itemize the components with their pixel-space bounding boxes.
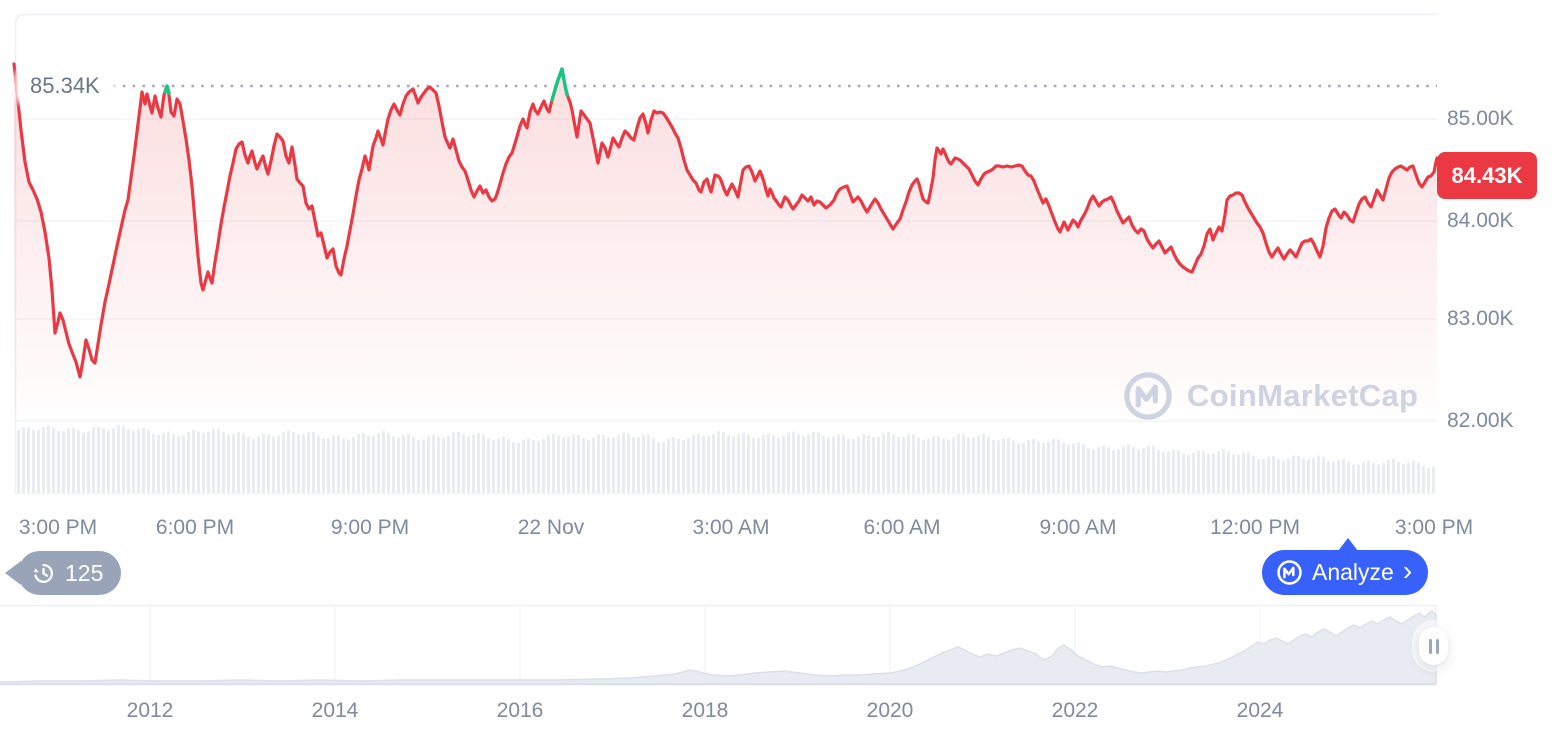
x-axis-label: 3:00 PM [1394, 516, 1474, 539]
high-watermark-label: 85.34K [18, 71, 112, 102]
history-badge[interactable]: 125 [18, 551, 122, 595]
y-axis-label: 84.00K [1447, 209, 1514, 232]
price-line [12, 62, 1439, 379]
year-label: 2016 [496, 699, 544, 722]
range-selector-handle[interactable] [1419, 627, 1448, 665]
x-axis-label: 6:00 AM [863, 516, 941, 539]
analyze-button-pointer [1338, 538, 1358, 551]
year-label: 2022 [1051, 699, 1099, 722]
x-axis-label: 22 Nov [517, 516, 585, 539]
coinmarketcap-logo-icon [1122, 370, 1174, 422]
x-axis-label: 3:00 PM [18, 516, 98, 539]
year-label: 2012 [126, 699, 174, 722]
handle-grip-bar [1435, 638, 1439, 654]
range-selector-track[interactable] [0, 604, 1437, 685]
analyze-label: Analyze [1312, 559, 1394, 585]
y-axis-label: 85.00K [1447, 107, 1514, 130]
chevron-right-icon: › [1402, 555, 1413, 586]
coinmarketcap-watermark: CoinMarketCap [1122, 370, 1418, 422]
y-axis-label: 83.00K [1447, 307, 1514, 330]
current-price-badge: 84.43K [1437, 152, 1537, 199]
x-axis-label: 12:00 PM [1210, 516, 1300, 539]
chart-panel-border [14, 13, 1437, 493]
y-axis-label: 82.00K [1447, 409, 1514, 432]
new-high-green-segments [163, 67, 569, 102]
year-label: 2018 [681, 699, 729, 722]
year-label: 2020 [866, 699, 914, 722]
history-badge-pointer [5, 561, 21, 585]
year-label: 2024 [1236, 699, 1284, 722]
year-label: 2014 [311, 699, 359, 722]
watermark-text: CoinMarketCap [1187, 378, 1419, 413]
analyze-button[interactable]: Analyze › [1262, 550, 1429, 595]
history-count: 125 [65, 559, 104, 586]
handle-grip-bar [1428, 638, 1432, 654]
range-selector-area [0, 610, 1437, 685]
x-axis-label: 9:00 AM [1039, 516, 1117, 539]
history-clock-icon [31, 561, 56, 586]
analyze-cmc-logo-icon [1276, 559, 1303, 586]
x-axis-label: 9:00 PM [330, 516, 410, 539]
x-axis-label: 6:00 PM [155, 516, 235, 539]
x-axis-label: 3:00 AM [692, 516, 770, 539]
